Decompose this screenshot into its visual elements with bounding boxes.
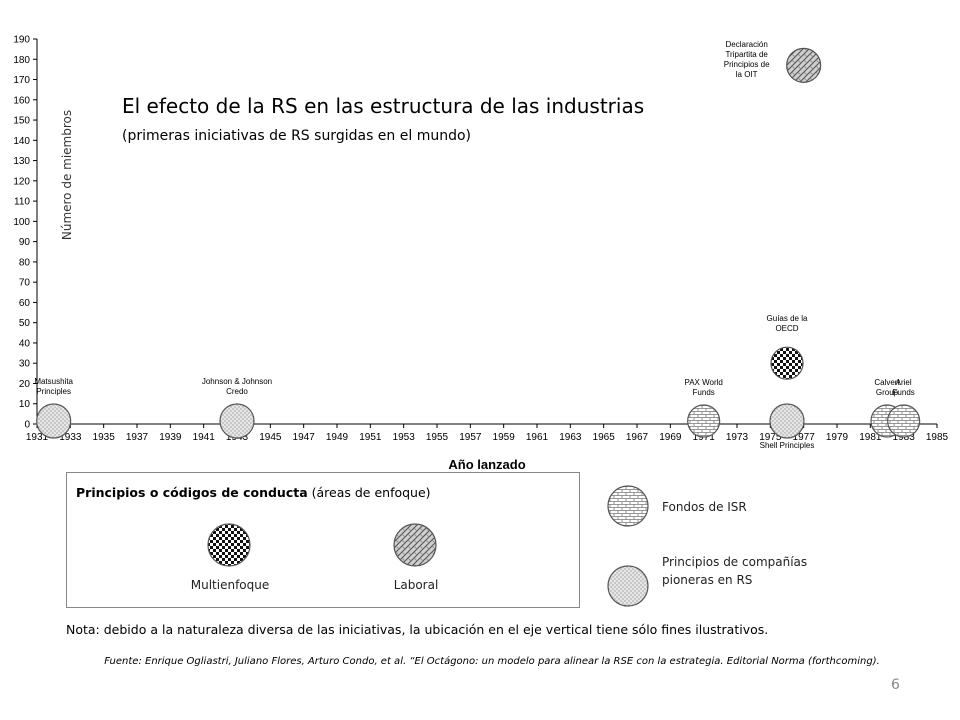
point-label: Group <box>876 388 899 397</box>
x-tick-label: 1969 <box>659 432 682 443</box>
x-axis-label: Año lanzado <box>448 457 526 472</box>
y-tick-label: 80 <box>19 257 31 268</box>
point-label: Funds <box>693 388 715 397</box>
chart-subtitle: (primeras iniciativas de RS surgidas en … <box>122 128 471 144</box>
point-marker-pioneras <box>219 403 255 439</box>
point-label: Matsushita <box>34 377 73 386</box>
point-label: Johnson & Johnson <box>202 377 272 386</box>
x-tick-label: 1973 <box>726 432 749 443</box>
point-label: PAX World <box>684 378 722 387</box>
y-tick-label: 180 <box>13 55 30 66</box>
point-marker-multienfoque <box>770 346 804 380</box>
chart-title: El efecto de la RS en las estructura de … <box>122 94 645 118</box>
x-tick-label: 1953 <box>393 432 416 443</box>
x-tick-label: 1931 <box>26 432 49 443</box>
y-tick-label: 60 <box>19 298 31 309</box>
y-tick-label: 130 <box>13 156 30 167</box>
point-label: Shell Principles <box>760 441 815 450</box>
x-tick-label: 1933 <box>59 432 82 443</box>
legend-isr-marker <box>607 485 649 527</box>
point-label: la OIT <box>736 70 758 79</box>
legend-title: Principios o códigos de conducta (áreas … <box>76 485 431 500</box>
x-tick-label: 1951 <box>359 432 382 443</box>
x-tick-label: 1935 <box>93 432 116 443</box>
legend-pioneras-marker <box>607 565 649 607</box>
y-tick-label: 30 <box>19 359 31 370</box>
point-label: Calvert <box>874 378 900 387</box>
x-tick-label: 1975 <box>759 432 782 443</box>
point-label: Principles <box>36 387 71 396</box>
y-tick-label: 0 <box>24 420 30 431</box>
legend-markers <box>207 485 649 607</box>
x-tick-label: 1957 <box>459 432 482 443</box>
y-tick-label: 90 <box>19 237 31 248</box>
legend-title-rest: (áreas de enfoque) <box>307 485 431 500</box>
y-tick-label: 50 <box>19 318 31 329</box>
x-tick-label: 1959 <box>493 432 516 443</box>
y-tick-label: 20 <box>19 379 31 390</box>
y-tick-label: 140 <box>13 136 30 147</box>
x-tick-label: 1967 <box>626 432 649 443</box>
y-tick-label: 120 <box>13 176 30 187</box>
page-number: 6 <box>891 677 900 693</box>
point-label: Declaración <box>726 40 768 49</box>
x-tick-label: 1965 <box>593 432 616 443</box>
point-marker-isr <box>687 404 721 438</box>
y-tick-label: 150 <box>13 116 30 127</box>
x-tick-label: 1963 <box>559 432 582 443</box>
y-tick-label: 70 <box>19 278 31 289</box>
x-tick-label: 1977 <box>793 432 816 443</box>
legend-pioneras-label: Principios de compañías pioneras en RS <box>662 555 808 587</box>
point-label: Tripartita de <box>725 50 768 59</box>
legend-multienfoque-label: Multienfoque <box>190 578 270 592</box>
y-tick-label: 110 <box>14 197 30 208</box>
x-tick-label: 1947 <box>293 432 316 443</box>
legend-title-bold: Principios o códigos de conducta <box>76 485 308 500</box>
point-label: Funds <box>893 388 915 397</box>
y-tick-label: 40 <box>19 338 31 349</box>
x-tick-label: 1937 <box>126 432 149 443</box>
legend-laboral-label: Laboral <box>393 578 439 592</box>
point-label: OECD <box>775 324 798 333</box>
point-label: Principios de <box>724 60 770 69</box>
y-tick-label: 160 <box>13 95 30 106</box>
point-label: Guías de la <box>767 314 808 323</box>
y-axis-label: Número de miembros <box>60 109 74 241</box>
legend-laboral-marker <box>393 523 437 567</box>
chart-note: Nota: debido a la naturaleza diversa de … <box>66 622 769 637</box>
point-label: Credo <box>226 387 248 396</box>
x-tick-label: 1985 <box>926 432 949 443</box>
x-tick-label: 1945 <box>259 432 282 443</box>
y-tick-label: 10 <box>19 399 31 410</box>
legend-multienfoque-marker <box>207 523 251 567</box>
y-tick-label: 170 <box>13 75 30 86</box>
y-tick-label: 190 <box>13 35 30 46</box>
legend-box: Principios o códigos de conducta (áreas … <box>66 472 580 608</box>
x-tick-label: 1979 <box>826 432 849 443</box>
x-tick-label: 1981 <box>859 432 882 443</box>
y-tick-label: 100 <box>13 217 30 228</box>
point-marker-laboral <box>786 47 822 83</box>
point-marker-isr <box>887 404 921 438</box>
point-label: Ariel <box>896 378 912 387</box>
point-marker-pioneras <box>769 403 805 439</box>
point-marker-pioneras <box>36 403 72 439</box>
source-citation: Fuente: Enrique Ogliastri, Juliano Flore… <box>104 656 880 667</box>
x-tick-label: 1955 <box>426 432 449 443</box>
legend-isr-label: Fondos de ISR <box>662 500 747 514</box>
x-tick-label: 1949 <box>326 432 349 443</box>
x-tick-label: 1961 <box>526 432 549 443</box>
x-tick-label: 1939 <box>159 432 182 443</box>
x-tick-label: 1941 <box>193 432 216 443</box>
